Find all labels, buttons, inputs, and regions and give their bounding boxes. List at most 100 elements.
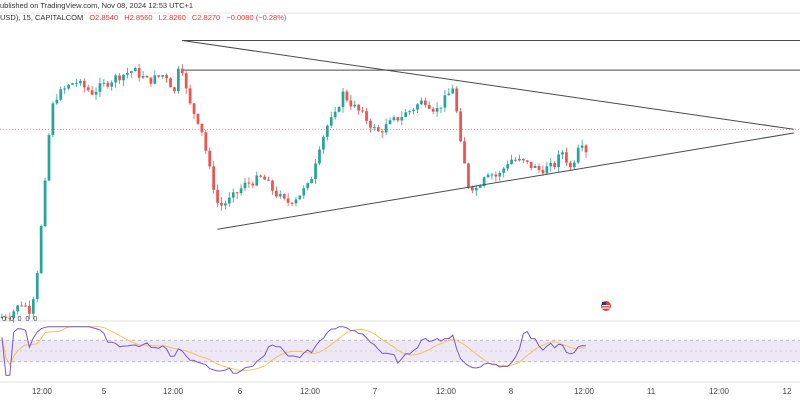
candle-body bbox=[290, 202, 294, 204]
candle-body bbox=[20, 305, 23, 307]
candle-body bbox=[443, 95, 447, 108]
candle-body bbox=[353, 104, 357, 107]
candle-body bbox=[204, 132, 208, 151]
candle-body bbox=[184, 73, 188, 89]
candle-body bbox=[325, 125, 329, 137]
candle-body bbox=[86, 87, 90, 91]
x-tick-label: 11 bbox=[647, 387, 656, 396]
candle-body bbox=[318, 149, 321, 164]
candle-body bbox=[298, 195, 302, 200]
candle-body bbox=[439, 107, 443, 109]
candle-body bbox=[169, 78, 172, 88]
x-tick-label: 5 bbox=[102, 387, 107, 396]
candle-body bbox=[490, 174, 494, 176]
candle-body bbox=[208, 150, 212, 167]
oscillator-legend: 0 0 0 0 0 bbox=[2, 316, 39, 323]
x-axis: 12:00 5 12:00 6 12:00 7 12:00 8 12:00 11 12:00 12 bbox=[32, 387, 792, 396]
candle-body bbox=[110, 82, 114, 87]
candle-body bbox=[55, 99, 59, 104]
candle-body bbox=[220, 202, 223, 206]
candle-body bbox=[227, 197, 231, 204]
x-tick-label: 6 bbox=[238, 387, 243, 396]
candle-body bbox=[67, 84, 70, 89]
us-flag-stripe bbox=[602, 305, 610, 307]
high-value: H2.8560 bbox=[124, 13, 153, 22]
candle-body bbox=[224, 203, 227, 206]
candle-body bbox=[4, 316, 8, 318]
candle-body bbox=[396, 117, 400, 121]
x-tick-label: 12:00 bbox=[163, 387, 184, 396]
candle-body bbox=[255, 175, 259, 186]
triangle-upper-line bbox=[182, 40, 794, 130]
candle-body bbox=[470, 187, 474, 191]
candle-body bbox=[561, 152, 564, 155]
candle-body bbox=[314, 163, 317, 180]
candle-body bbox=[239, 188, 243, 194]
candle-body bbox=[75, 83, 78, 85]
candle-body bbox=[106, 82, 110, 87]
candle-body bbox=[400, 117, 404, 121]
candle-body bbox=[278, 194, 282, 197]
x-tick-label: 12 bbox=[783, 387, 792, 396]
x-tick-label: 8 bbox=[509, 387, 514, 396]
candle-body bbox=[580, 145, 584, 148]
oscillator-line bbox=[1, 326, 587, 376]
candle-body bbox=[180, 68, 184, 74]
candle-body bbox=[518, 158, 521, 161]
published-text: ublished on TradingView.com, Nov 08, 202… bbox=[0, 1, 194, 10]
candle-body bbox=[263, 176, 266, 180]
candle-body bbox=[259, 175, 263, 177]
candle-body bbox=[525, 160, 529, 162]
candle-body bbox=[557, 154, 560, 168]
candle-body bbox=[329, 117, 333, 126]
x-tick-label: 12:00 bbox=[300, 387, 321, 396]
candle-body bbox=[478, 185, 482, 188]
candle-body bbox=[137, 68, 141, 78]
symbol-text: USD), 15, CAPITALCOM bbox=[0, 13, 84, 22]
candle-body bbox=[16, 305, 20, 312]
candle-body bbox=[63, 88, 67, 90]
candle-body bbox=[149, 77, 153, 84]
candle-body bbox=[212, 166, 216, 190]
candle-body bbox=[506, 164, 510, 169]
candle-body bbox=[482, 177, 486, 186]
candle-body bbox=[71, 83, 74, 85]
candle-body bbox=[157, 75, 161, 77]
candle-body bbox=[153, 75, 157, 84]
candle-body bbox=[47, 135, 51, 181]
candle-body bbox=[310, 179, 314, 184]
candle-body bbox=[129, 71, 133, 73]
candle-body bbox=[216, 189, 219, 203]
candle-body bbox=[431, 108, 435, 112]
candle-body bbox=[114, 75, 118, 83]
candle-body bbox=[435, 108, 439, 112]
x-tick-label: 12:00 bbox=[574, 387, 595, 396]
candle-body bbox=[572, 162, 576, 168]
candle-body bbox=[357, 104, 361, 111]
candle-body bbox=[267, 179, 270, 181]
candle-body bbox=[122, 74, 125, 81]
candle-body bbox=[82, 80, 86, 88]
candle-body bbox=[545, 166, 549, 174]
candle-body bbox=[196, 113, 200, 124]
candle-body bbox=[510, 159, 513, 165]
candle-body bbox=[118, 75, 121, 81]
candle-body bbox=[43, 180, 47, 227]
candle-body bbox=[372, 127, 376, 129]
candle-body bbox=[126, 72, 129, 75]
candle-body bbox=[494, 174, 498, 177]
candle-body bbox=[455, 88, 459, 112]
candle-body bbox=[451, 88, 455, 94]
candle-body bbox=[165, 75, 168, 79]
candle-body bbox=[337, 107, 341, 112]
candle-body bbox=[345, 91, 349, 101]
candle-body bbox=[235, 192, 239, 194]
candle-body bbox=[486, 174, 490, 178]
candle-body bbox=[541, 170, 545, 174]
candle-body bbox=[565, 152, 568, 163]
candle-body bbox=[200, 123, 204, 133]
candle-body bbox=[514, 159, 517, 161]
candle-body bbox=[28, 305, 31, 314]
change-value: −0.0080 (−0.28%) bbox=[226, 13, 287, 22]
